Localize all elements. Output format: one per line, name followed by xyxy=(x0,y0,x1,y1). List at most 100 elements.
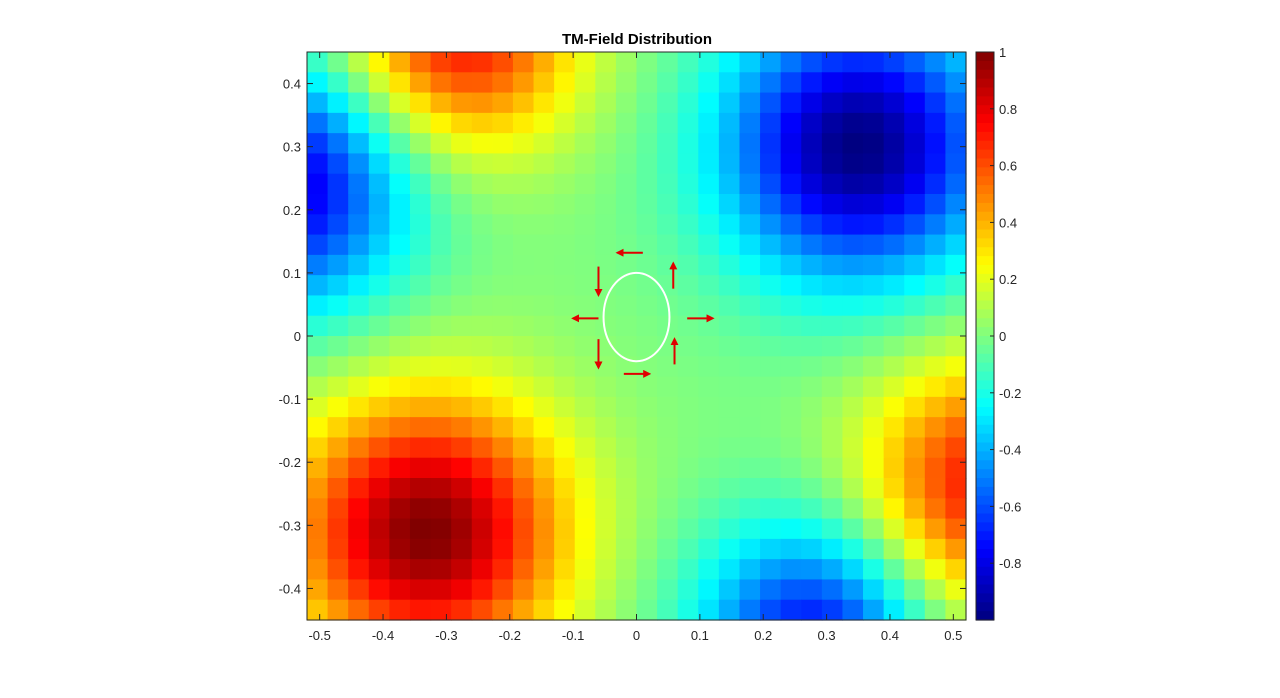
heatmap-cell xyxy=(615,478,638,499)
colorbar-segment xyxy=(976,140,994,151)
heatmap-cell xyxy=(409,234,432,256)
heatmap-cell xyxy=(368,518,390,540)
heatmap-cell xyxy=(327,579,349,601)
heatmap-cell xyxy=(389,133,411,155)
heatmap-cell xyxy=(718,133,741,155)
heatmap-cell xyxy=(718,599,741,621)
heatmap-cell xyxy=(595,579,617,601)
heatmap-cell xyxy=(801,295,823,317)
heatmap-cell xyxy=(595,478,617,499)
heatmap-cell xyxy=(554,417,576,439)
heatmap-cell xyxy=(924,599,946,621)
heatmap-cell xyxy=(451,315,473,337)
heatmap-cell xyxy=(863,295,885,317)
colorbar-segment xyxy=(976,256,994,266)
heatmap-cell xyxy=(780,72,802,94)
heatmap-cell xyxy=(451,153,473,175)
heatmap-cell xyxy=(574,396,596,418)
heatmap-cell xyxy=(409,437,432,459)
heatmap-cell xyxy=(718,295,741,317)
heatmap-cell xyxy=(739,194,761,215)
colorbar-segment xyxy=(976,105,994,115)
heatmap-cell xyxy=(883,194,905,215)
heatmap-cell xyxy=(451,92,473,114)
heatmap-cell xyxy=(636,396,658,418)
heatmap-cell xyxy=(718,478,741,499)
heatmap-cell xyxy=(739,214,761,236)
heatmap-cell xyxy=(492,133,514,155)
heatmap-cell xyxy=(389,92,411,114)
heatmap-cell xyxy=(677,315,699,337)
heatmap-cell xyxy=(883,336,905,357)
heatmap-cell xyxy=(842,356,864,378)
heatmap-cell xyxy=(348,254,370,276)
heatmap-cell xyxy=(451,52,473,73)
heatmap-cell xyxy=(574,478,596,499)
heatmap-cell xyxy=(945,194,967,215)
heatmap-cell xyxy=(883,72,905,94)
heatmap-cell xyxy=(451,498,473,520)
heatmap-cell xyxy=(636,295,658,317)
heatmap-cell xyxy=(801,417,823,439)
heatmap-cell xyxy=(821,457,844,479)
heatmap-cell xyxy=(615,579,638,601)
colorbar-segment xyxy=(976,291,994,302)
heatmap-cell xyxy=(863,498,885,520)
heatmap-cell xyxy=(904,356,926,378)
heatmap-cell xyxy=(368,396,390,418)
heatmap-cell xyxy=(657,173,679,195)
heatmap-cell xyxy=(821,295,844,317)
heatmap-cell xyxy=(657,518,679,540)
heatmap-cell xyxy=(780,417,802,439)
heatmap-cell xyxy=(739,336,761,357)
heatmap-cell xyxy=(863,112,885,134)
heatmap-cell xyxy=(780,254,802,276)
heatmap-cell xyxy=(924,559,946,581)
heatmap-cell xyxy=(904,72,926,94)
heatmap-cell xyxy=(842,538,864,560)
heatmap-cell xyxy=(471,254,493,276)
heatmap-cell xyxy=(430,133,452,155)
heatmap-cell xyxy=(780,579,802,601)
heatmap-cell xyxy=(574,52,596,73)
heatmap-cell xyxy=(327,376,349,398)
heatmap-cell xyxy=(327,437,349,459)
heatmap-cell xyxy=(657,92,679,114)
heatmap-cell xyxy=(492,518,514,540)
heatmap-cell xyxy=(327,538,349,560)
heatmap-cell xyxy=(409,173,432,195)
heatmap-cell xyxy=(533,275,555,297)
heatmap-cell xyxy=(307,437,329,459)
heatmap-cell xyxy=(657,72,679,94)
heatmap-cell xyxy=(307,457,329,479)
heatmap-cell xyxy=(760,417,782,439)
heatmap-cell xyxy=(615,112,638,134)
heatmap-cell xyxy=(307,153,329,175)
heatmap-cell xyxy=(512,599,535,621)
heatmap-cell xyxy=(368,92,390,114)
heatmap-cell xyxy=(389,559,411,581)
heatmap-cell xyxy=(492,599,514,621)
heatmap-cell xyxy=(677,518,699,540)
heatmap-cell xyxy=(677,173,699,195)
heatmap-cell xyxy=(307,336,329,357)
heatmap-cell xyxy=(595,498,617,520)
heatmap-cell xyxy=(821,538,844,560)
heatmap-cell xyxy=(801,173,823,195)
heatmap-cell xyxy=(636,599,658,621)
heatmap-cell xyxy=(842,579,864,601)
heatmap-cell xyxy=(574,133,596,155)
colorbar-tick-label: 1 xyxy=(999,45,1006,60)
heatmap-cell xyxy=(904,417,926,439)
heatmap-cell xyxy=(677,112,699,134)
heatmap-cell xyxy=(451,72,473,94)
heatmap-cell xyxy=(698,417,720,439)
heatmap-cell xyxy=(636,498,658,520)
heatmap-cell xyxy=(492,194,514,215)
heatmap-cell xyxy=(348,559,370,581)
heatmap-cell xyxy=(430,194,452,215)
heatmap-cell xyxy=(780,457,802,479)
heatmap-cell xyxy=(554,336,576,357)
heatmap-cell xyxy=(863,214,885,236)
